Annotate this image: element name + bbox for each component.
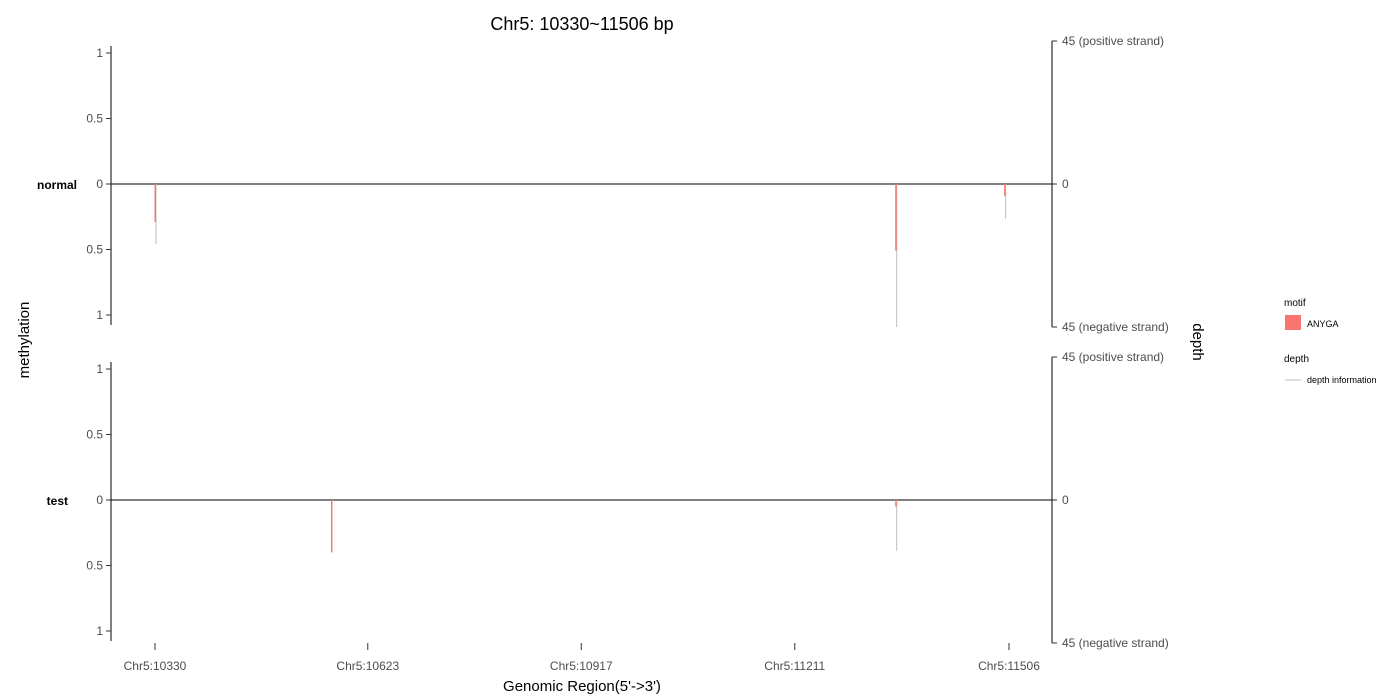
x-axis: Chr5:10330 Chr5:10623 Chr5:10917 Chr5:11211… (124, 643, 1040, 673)
legend-motif-title: motif (1284, 298, 1306, 309)
depth-tick-label: 45 (negative strand) (1062, 636, 1169, 650)
panels-layer: 1 0.5 0 0.5 1 45 (positive strand) 0 45 (negati… (37, 34, 1169, 650)
y-axis-title-right: depth (1189, 323, 1206, 361)
methylation-bar (895, 500, 897, 507)
methylation-bar (154, 184, 156, 222)
x-axis-title: Genomic Region(5'->3') (503, 678, 661, 695)
methylation-tick-label: 1 (96, 46, 103, 60)
methylation-tick-label: 0.5 (86, 428, 103, 442)
methylation-tick-label: 0.5 (86, 243, 103, 257)
x-tick-label: Chr5:11506 (978, 659, 1040, 673)
x-tick-label: Chr5:10917 (550, 659, 613, 673)
y-axis-title-left: methylation (16, 302, 33, 379)
x-tick-label: Chr5:11211 (764, 659, 825, 673)
methylation-tick-label: 0.5 (86, 112, 103, 126)
legend: motif ANYGA depth depth information (1284, 298, 1377, 385)
depth-tick-label: 0 (1062, 493, 1069, 507)
depth-tick-label: 45 (positive strand) (1062, 34, 1164, 48)
panel-normal: 1 0.5 0 0.5 1 45 (positive strand) 0 45 (negati… (37, 34, 1169, 334)
legend-motif-label: ANYGA (1307, 319, 1339, 329)
methylation-bar (1004, 184, 1006, 196)
methylation-tick-label: 1 (96, 624, 103, 638)
methylation-tick-label: 0.5 (86, 559, 103, 573)
x-tick-label: Chr5:10330 (124, 659, 187, 673)
methylation-tick-label: 0 (96, 177, 103, 191)
methylation-tick-label: 1 (96, 308, 103, 322)
methylation-tick-label: 0 (96, 493, 103, 507)
methylation-bar (330, 500, 333, 553)
legend-motif-swatch (1285, 315, 1301, 330)
depth-tick-label: 45 (negative strand) (1062, 320, 1169, 334)
chart-title: Chr5: 10330~11506 bp (490, 14, 673, 34)
methylation-bar (895, 184, 897, 251)
legend-depth-label: depth information (1307, 375, 1377, 385)
depth-tick-label: 0 (1062, 177, 1069, 191)
panel-test: 1 0.5 0 0.5 1 45 (positive strand) 0 45 (negati… (47, 350, 1169, 650)
depth-tick-label: 45 (positive strand) (1062, 350, 1164, 364)
x-tick-label: Chr5:10623 (336, 659, 399, 673)
methylation-tick-label: 1 (96, 362, 103, 376)
panel-label-normal: normal (37, 178, 77, 192)
panel-label-test: test (47, 494, 68, 508)
legend-depth-title: depth (1284, 354, 1309, 365)
